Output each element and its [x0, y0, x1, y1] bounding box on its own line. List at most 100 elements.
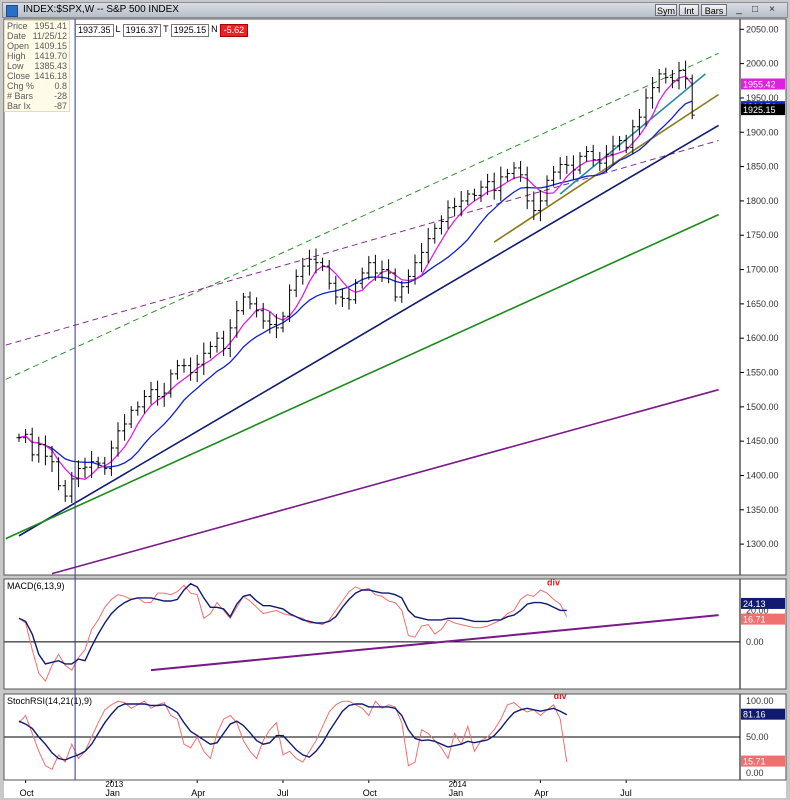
crosshair-readout: 1937.35 L 1916.37 T 1925.15 N -5.62 [75, 24, 249, 37]
price-axis-labels: 1300.00 1350.00 1400.00 1450.00 1500.00 1550.… [739, 19, 785, 575]
readout-value-3: 1925.15 [170, 24, 210, 37]
price-bar [174, 359, 180, 380]
info-row-open: Open 1409.15 [5, 41, 69, 51]
macd-trendline [150, 614, 719, 672]
info-value: 1409.15 [34, 41, 67, 51]
macd-line [18, 582, 567, 665]
panel-border [3, 693, 787, 781]
price-tick-label: 2000.00 [746, 59, 779, 69]
macd-div-annotation: div [547, 577, 560, 587]
price-bar [108, 440, 114, 477]
info-value: -28 [53, 91, 67, 101]
price-bar [306, 249, 312, 276]
price-bar [260, 302, 266, 329]
maximize-icon[interactable]: □ [751, 4, 759, 15]
window-title: INDEX:$SPX,W -- S&P 500 INDEX [23, 4, 179, 15]
price-bar [254, 297, 260, 318]
info-label: Date [7, 31, 27, 41]
x-tick-label: Jan [449, 788, 464, 798]
price-bar [458, 191, 464, 217]
price-bar [214, 332, 220, 353]
data-window: Price 1951.41 Date 11/25/12 Open 1409.15 Hi… [4, 20, 70, 112]
price-tick-label: 1750.00 [746, 230, 779, 240]
price-bar [531, 191, 537, 220]
price-bar [623, 134, 629, 154]
fast-ma-tag: 1955.42 [741, 78, 785, 90]
price-bar [313, 248, 319, 274]
info-row-date: Date 11/25/12 [5, 31, 69, 41]
price-bar [491, 172, 497, 200]
price-bar [518, 160, 524, 182]
price-bar [603, 145, 609, 173]
window-titlebar: INDEX:$SPX,W -- S&P 500 INDEX Sym Int Ba… [2, 2, 788, 18]
price-bar [280, 311, 286, 333]
info-label: Price [7, 21, 28, 31]
readout-label-3: N [211, 24, 218, 34]
stochrsi-line [18, 700, 568, 770]
stoch-axis-labels: 0.00 50.00 100.00 81.16 15.71 [739, 694, 785, 780]
stochrsi-plot-area: div [4, 691, 740, 770]
price-bar [320, 257, 326, 272]
price-bar [62, 479, 68, 502]
trendline-4 [51, 388, 719, 575]
price-bar [234, 300, 240, 338]
price-bar [359, 267, 365, 289]
interval-button[interactable]: Int [679, 4, 699, 16]
minimize-icon[interactable]: _ [736, 4, 742, 15]
info-label: Low [7, 61, 24, 71]
price-bar [36, 436, 42, 463]
x-tick-label: Apr [191, 788, 205, 798]
stoch-tick-label: 0.00 [746, 768, 764, 778]
price-bar [339, 288, 345, 308]
price-bar [82, 457, 88, 479]
price-bar [636, 108, 642, 136]
price-bar [227, 319, 233, 358]
price-bar [300, 257, 306, 285]
info-label: Open [7, 41, 30, 51]
info-label: Close [7, 71, 31, 81]
price-panel [4, 19, 740, 575]
stoch-signal-tag-text: 15.71 [743, 757, 766, 767]
stoch-signal-tag-box [741, 755, 785, 767]
price-bar [683, 60, 689, 89]
bars-button[interactable]: Bars [701, 4, 727, 16]
x-tick-label: Apr [534, 788, 548, 798]
x-tick-label: Jul [620, 788, 632, 798]
price-bar [273, 314, 279, 339]
stochrsi-signal-line [18, 703, 568, 761]
price-tick-label: 1500.00 [746, 402, 779, 412]
price-bar [102, 456, 108, 475]
price-bar [498, 166, 504, 201]
price-bar [465, 189, 471, 206]
info-row-high: High 1419.70 [5, 51, 69, 61]
price-bar [181, 358, 187, 373]
price-bar [438, 215, 444, 235]
price-bar [425, 227, 431, 264]
price-bar [445, 200, 451, 229]
stoch-tick-label: 50.00 [746, 732, 769, 742]
symbol-button[interactable]: Sym [655, 4, 677, 16]
price-plot-area [5, 52, 720, 575]
price-bar [161, 382, 167, 407]
price-tick-label: 1850.00 [746, 162, 779, 172]
price-tick-label: 1600.00 [746, 333, 779, 343]
price-tick-label: 1650.00 [746, 299, 779, 309]
trendline-3 [5, 213, 719, 540]
price-bar [148, 381, 154, 405]
price-bar [511, 162, 517, 180]
price-bar [386, 259, 392, 284]
price-bar [471, 188, 477, 201]
panel-border [3, 18, 787, 576]
price-tick-label: 1550.00 [746, 368, 779, 378]
stoch-value-tag-text: 81.16 [743, 710, 766, 720]
info-row-barix: Bar Ix -87 [5, 101, 69, 111]
price-bar [293, 269, 299, 298]
stoch-div-annotation: div [554, 691, 567, 701]
price-bar [584, 146, 590, 162]
close-icon[interactable]: × [769, 4, 775, 15]
close-tag-text: 1925.15 [743, 105, 776, 115]
price-bar [326, 259, 332, 290]
price-bar [372, 254, 378, 281]
